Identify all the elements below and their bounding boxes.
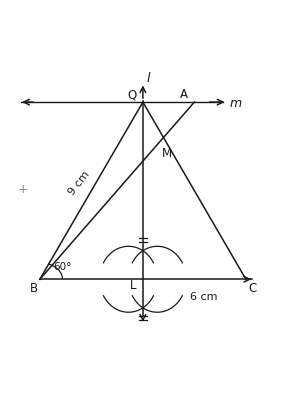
- Text: 9 cm: 9 cm: [66, 169, 91, 197]
- Text: $l$: $l$: [146, 70, 151, 84]
- Text: L: L: [130, 279, 137, 292]
- Text: A: A: [180, 88, 188, 101]
- Text: 60°: 60°: [53, 261, 72, 271]
- Text: B: B: [30, 281, 38, 294]
- Text: +: +: [18, 183, 29, 196]
- Text: C: C: [248, 281, 256, 294]
- Text: $m$: $m$: [229, 96, 243, 109]
- Text: M: M: [161, 146, 171, 159]
- Text: Q: Q: [127, 88, 137, 101]
- Text: 6 cm: 6 cm: [190, 291, 217, 301]
